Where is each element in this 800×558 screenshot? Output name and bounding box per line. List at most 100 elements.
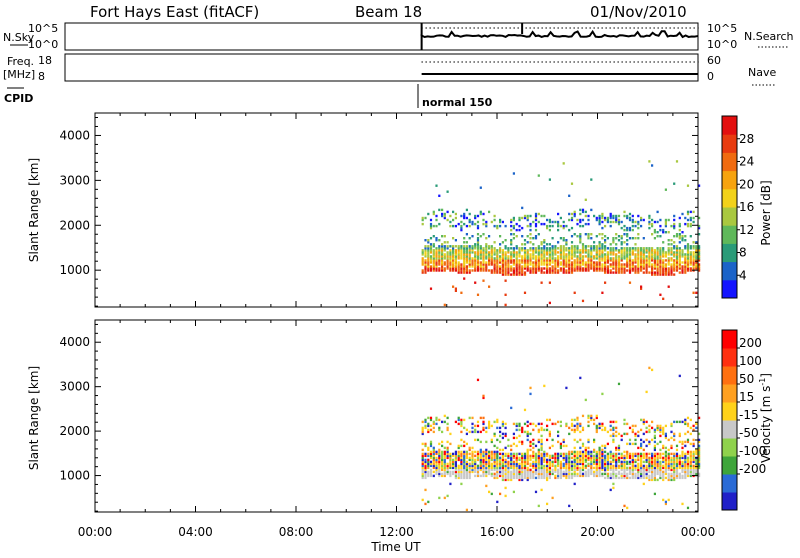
heatmap-cell bbox=[488, 458, 491, 462]
heatmap-cell bbox=[670, 436, 673, 440]
heatmap-cell bbox=[595, 466, 598, 470]
heatmap-cell bbox=[686, 269, 690, 272]
heatmap-cell bbox=[435, 452, 438, 456]
heatmap-cell bbox=[675, 458, 679, 462]
heatmap-cell bbox=[628, 247, 632, 250]
heatmap-cell bbox=[476, 233, 480, 236]
heatmap-cell bbox=[609, 424, 612, 428]
heatmap-cell bbox=[609, 466, 612, 470]
heatmap-cell bbox=[512, 454, 515, 458]
heatmap-cell bbox=[659, 263, 662, 266]
heatmap-cell bbox=[675, 267, 679, 270]
heatmap-cell bbox=[526, 265, 529, 268]
heatmap-cell bbox=[623, 255, 626, 258]
heatmap-cell bbox=[648, 452, 651, 456]
heatmap-cell bbox=[562, 462, 565, 466]
heatmap-cell bbox=[526, 424, 529, 428]
heatmap-cell bbox=[501, 259, 504, 262]
heatmap-cell bbox=[523, 468, 527, 472]
heatmap-cell bbox=[662, 452, 665, 456]
heatmap-cell bbox=[510, 444, 513, 448]
heatmap-cell bbox=[474, 269, 477, 272]
heatmap-cell bbox=[534, 251, 538, 254]
heatmap-cell bbox=[551, 464, 554, 468]
heatmap-cell bbox=[465, 269, 468, 272]
heatmap-cell bbox=[537, 212, 540, 216]
heatmap-cell bbox=[504, 494, 507, 498]
heatmap-cell bbox=[673, 464, 676, 468]
heatmap-cell bbox=[559, 474, 562, 478]
heatmap-cell bbox=[485, 243, 488, 246]
heatmap-cell bbox=[615, 271, 618, 274]
heatmap-cell bbox=[546, 462, 549, 466]
heatmap-cell bbox=[424, 426, 427, 430]
heatmap-cell bbox=[468, 271, 471, 274]
heatmap-cell bbox=[529, 241, 532, 244]
heatmap-cell bbox=[457, 464, 460, 468]
heatmap-cell bbox=[507, 259, 510, 262]
heatmap-cell bbox=[548, 178, 551, 181]
heatmap-cell bbox=[695, 249, 698, 252]
heatmap-cell bbox=[501, 420, 504, 424]
heatmap-cell bbox=[620, 468, 623, 472]
heatmap-cell bbox=[441, 261, 444, 264]
heatmap-cell bbox=[623, 224, 626, 228]
heatmap-cell bbox=[526, 468, 529, 472]
heatmap-cell bbox=[548, 454, 551, 458]
heatmap-cell bbox=[653, 271, 656, 274]
heatmap-cell bbox=[568, 452, 571, 456]
heatmap-cell bbox=[543, 267, 546, 270]
heatmap-cell bbox=[546, 472, 549, 476]
heatmap-cell bbox=[534, 228, 538, 232]
heatmap-cell bbox=[653, 273, 656, 276]
heatmap-cell bbox=[457, 265, 460, 268]
heatmap-cell bbox=[587, 259, 590, 262]
heatmap-cell bbox=[507, 470, 510, 474]
heatmap-cell bbox=[612, 267, 615, 270]
heatmap-cell bbox=[485, 452, 488, 456]
heatmap-cell bbox=[540, 460, 543, 464]
heatmap-cell bbox=[637, 249, 640, 252]
heatmap-cell bbox=[604, 428, 607, 432]
heatmap-cell bbox=[468, 476, 471, 480]
heatmap-cell bbox=[465, 474, 468, 478]
heatmap-cell bbox=[681, 468, 684, 472]
heatmap-cell bbox=[551, 253, 554, 256]
heatmap-cell bbox=[628, 460, 632, 464]
heatmap-cell bbox=[557, 261, 560, 264]
heatmap-cell bbox=[501, 265, 504, 268]
heatmap-cell bbox=[468, 237, 471, 240]
heatmap-cell bbox=[490, 464, 493, 468]
heatmap-cell bbox=[581, 456, 585, 460]
heatmap-cell bbox=[427, 474, 430, 478]
heatmap-cell bbox=[673, 263, 676, 266]
heatmap-cell bbox=[620, 235, 623, 238]
heatmap-cell bbox=[617, 257, 621, 260]
heatmap-cell bbox=[606, 474, 609, 478]
heatmap-cell bbox=[612, 434, 615, 438]
heatmap-cell bbox=[432, 245, 435, 248]
heatmap-cell bbox=[432, 249, 435, 252]
heatmap-cell bbox=[537, 440, 540, 444]
heatmap-cell bbox=[570, 269, 574, 272]
heatmap-cell bbox=[604, 218, 607, 222]
heatmap-cell bbox=[540, 434, 543, 438]
heatmap-cell bbox=[573, 245, 576, 248]
heatmap-cell bbox=[482, 422, 485, 426]
heatmap-cell bbox=[471, 222, 474, 226]
heatmap-cell bbox=[562, 251, 565, 254]
heatmap-cell bbox=[449, 267, 452, 270]
heatmap-cell bbox=[645, 472, 648, 476]
heatmap-cell bbox=[490, 269, 493, 272]
heatmap-cell bbox=[670, 239, 673, 242]
heatmap-cell bbox=[617, 222, 621, 226]
heatmap-cell bbox=[565, 454, 568, 458]
heatmap-cell bbox=[593, 263, 596, 266]
heatmap-cell bbox=[579, 269, 582, 272]
heatmap-cell bbox=[476, 470, 480, 474]
heatmap-cell bbox=[441, 249, 444, 252]
heatmap-cell bbox=[653, 470, 656, 474]
heatmap-cell bbox=[518, 259, 521, 262]
heatmap-cell bbox=[474, 464, 477, 468]
heatmap-cell bbox=[686, 259, 690, 262]
